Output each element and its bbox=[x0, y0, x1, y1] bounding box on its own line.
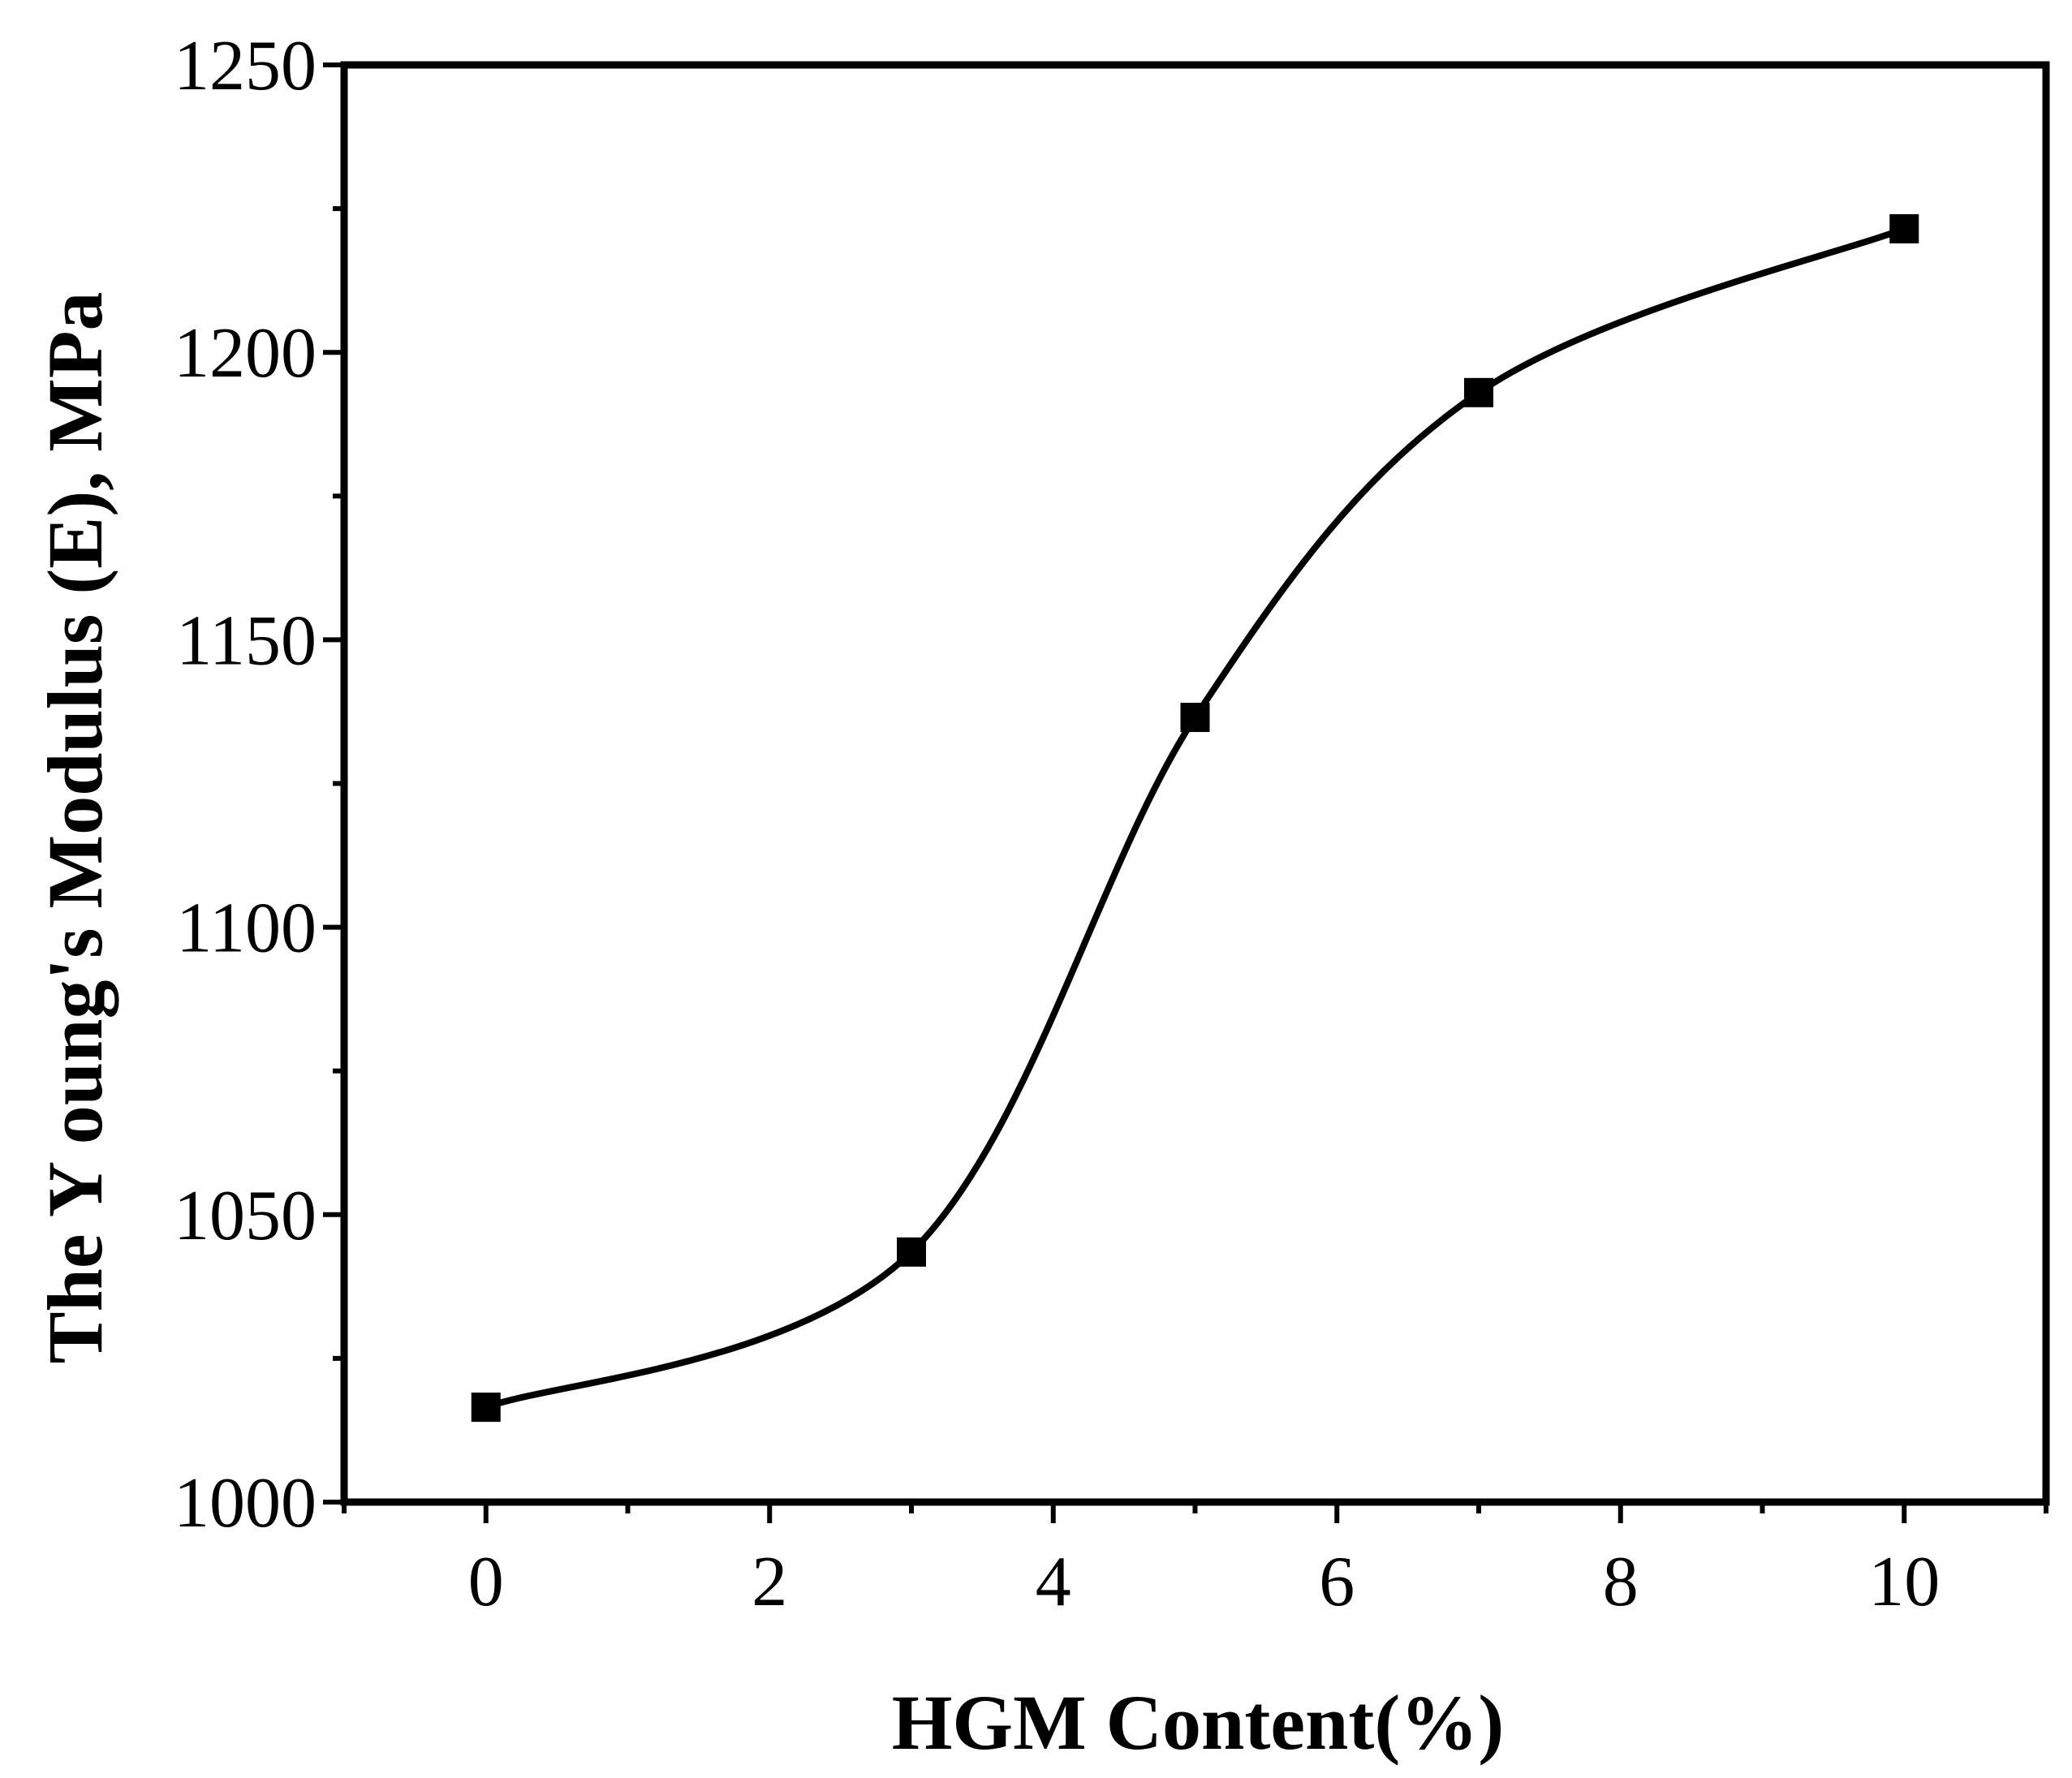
data-point-marker bbox=[1889, 213, 1919, 243]
y-tick-label: 1000 bbox=[174, 1464, 317, 1543]
data-point-marker bbox=[471, 1393, 501, 1423]
y-tick-label: 1050 bbox=[174, 1177, 317, 1255]
x-tick-label: 6 bbox=[1319, 1543, 1355, 1621]
x-tick-label: 0 bbox=[468, 1543, 504, 1621]
data-point-marker bbox=[1180, 703, 1210, 733]
y-axis-title: The Y oung's Modulus (E), MPa bbox=[32, 291, 118, 1363]
y-tick-label: 1200 bbox=[174, 314, 317, 393]
data-point-marker bbox=[897, 1237, 926, 1267]
x-axis-title: HGM Content(%) bbox=[892, 1679, 1505, 1766]
y-tick-label: 1150 bbox=[176, 601, 317, 680]
x-tick-label: 4 bbox=[1036, 1543, 1071, 1621]
data-point-marker bbox=[1464, 377, 1493, 407]
x-tick-label: 10 bbox=[1868, 1543, 1940, 1621]
x-tick-label: 2 bbox=[752, 1543, 787, 1621]
series-0-line bbox=[485, 226, 1906, 1410]
y-tick-label: 1250 bbox=[174, 27, 317, 105]
y-tick-label: 1100 bbox=[176, 889, 317, 968]
plot-frame bbox=[340, 61, 2050, 1506]
x-tick-label: 8 bbox=[1603, 1543, 1639, 1621]
